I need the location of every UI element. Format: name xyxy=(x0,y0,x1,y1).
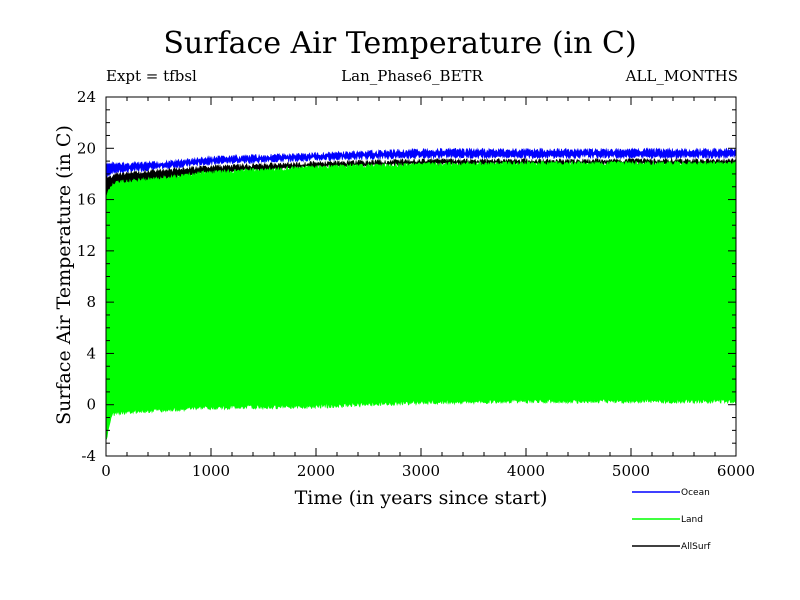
x-axis-label: Time (in years since start) xyxy=(294,487,548,509)
legend-label-land: Land xyxy=(681,515,703,525)
axis-layer: 0 1000 2000 3000 4000 5000 6000 -4 0 4 8 12 16 20 24 xyxy=(77,88,755,480)
x-tick-label: 5000 xyxy=(612,462,650,480)
y-axis-label: Surface Air Temperature (in C) xyxy=(53,125,75,425)
experiment-name-label: Lan_Phase6_BETR xyxy=(341,67,483,85)
series-land-band xyxy=(105,160,737,440)
x-tick-label: 4000 xyxy=(507,462,545,480)
y-tick-label: 12 xyxy=(77,242,96,260)
plot-layer xyxy=(105,147,737,440)
y-tick-label: 0 xyxy=(86,396,96,414)
experiment-id-label: Expt = tfbsl xyxy=(106,67,197,85)
x-tick-label: 0 xyxy=(101,462,111,480)
y-tick-label: 20 xyxy=(77,139,96,157)
legend: Ocean Land AllSurf xyxy=(632,488,711,552)
legend-label-ocean: Ocean xyxy=(681,488,710,498)
legend-label-allsurf: AllSurf xyxy=(681,542,711,552)
y-tick-label: 4 xyxy=(86,344,96,362)
y-tick-label: 16 xyxy=(77,191,96,209)
x-tick-label: 2000 xyxy=(297,462,335,480)
x-tick-label: 6000 xyxy=(717,462,755,480)
y-tick-label: -4 xyxy=(81,447,96,465)
chart-title: Surface Air Temperature (in C) xyxy=(163,26,637,61)
x-tick-label: 3000 xyxy=(402,462,440,480)
months-label: ALL_MONTHS xyxy=(625,67,738,85)
y-tick-label: 24 xyxy=(77,88,96,106)
x-tick-label: 1000 xyxy=(192,462,230,480)
y-tick-label: 8 xyxy=(86,293,96,311)
